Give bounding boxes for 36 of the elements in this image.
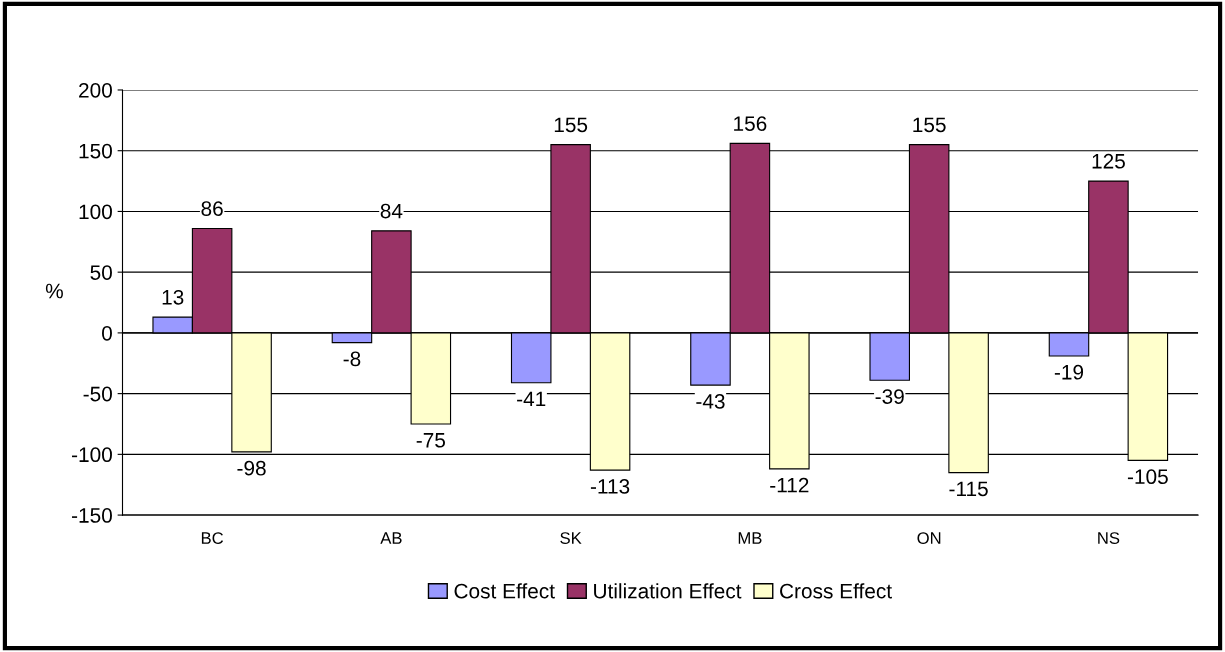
data-label: 86 (201, 201, 223, 216)
data-label: 155 (554, 117, 588, 133)
x-tick-label: ON (917, 532, 941, 544)
data-label: 13 (162, 289, 184, 305)
y-tick-label: 200 (79, 82, 112, 98)
y-axis-title: % (45, 283, 63, 299)
legend-label: Cross Effect (780, 583, 892, 599)
data-label: -41 (517, 391, 546, 407)
data-label: 84 (380, 203, 403, 219)
y-tick-label: -150 (72, 508, 112, 523)
data-label: 156 (734, 116, 767, 131)
legend-label: Cost Effect (454, 583, 555, 599)
x-tick-label: AB (380, 532, 402, 544)
data-label: -75 (416, 433, 446, 448)
data-label: -105 (1127, 469, 1168, 485)
data-label: -8 (343, 351, 361, 367)
y-tick-label: 150 (79, 143, 112, 159)
y-tick-label: 0 (102, 325, 112, 341)
x-tick-label: BC (201, 532, 224, 544)
data-label: 155 (913, 117, 946, 133)
data-label: -115 (949, 481, 988, 497)
data-label: -39 (875, 389, 904, 404)
data-label: -113 (590, 479, 630, 494)
data-label: -19 (1054, 364, 1084, 380)
data-label: -98 (237, 460, 266, 476)
x-tick-label: MB (738, 532, 762, 544)
legend-label: Utilization Effect (594, 583, 742, 599)
y-tick-label: 100 (79, 204, 112, 220)
y-tick-label: 50 (90, 265, 112, 280)
data-label: -43 (696, 394, 725, 409)
data-label: -112 (770, 477, 809, 493)
y-tick-label: -100 (72, 447, 112, 463)
x-tick-label: SK (560, 532, 582, 544)
y-tick-label: -50 (83, 386, 112, 402)
x-tick-label: NS (1098, 532, 1120, 544)
data-label: 125 (1092, 153, 1125, 169)
